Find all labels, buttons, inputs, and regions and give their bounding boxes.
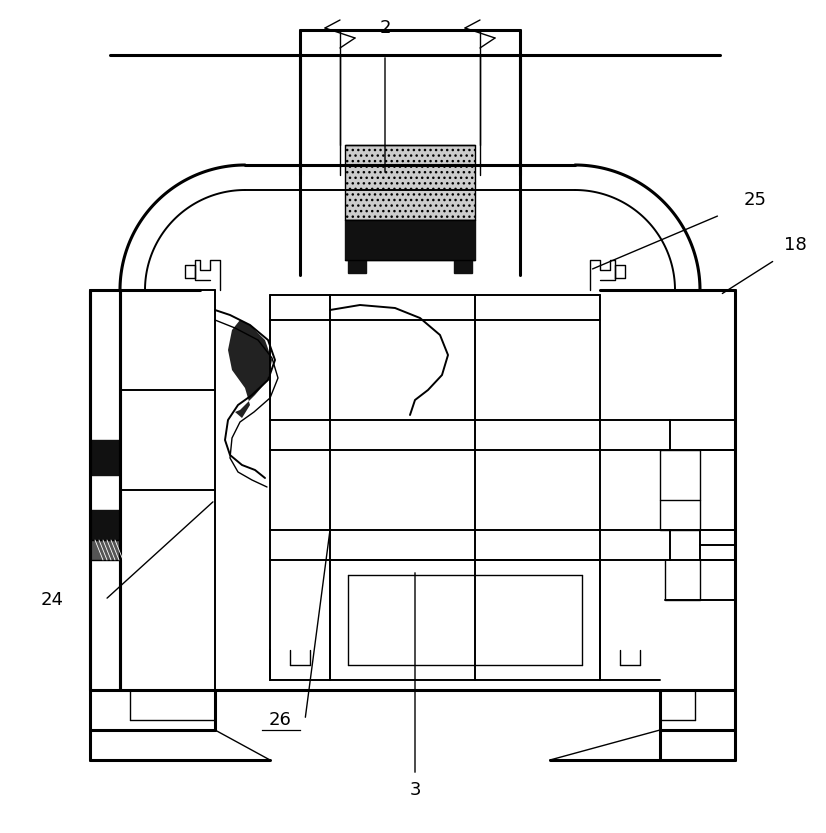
Polygon shape <box>228 320 272 418</box>
Polygon shape <box>90 540 120 560</box>
Bar <box>345 220 475 260</box>
Bar <box>90 510 120 540</box>
Text: 18: 18 <box>784 236 806 254</box>
Text: 3: 3 <box>409 781 420 799</box>
Bar <box>345 145 475 220</box>
Text: 24: 24 <box>40 591 64 609</box>
Text: 25: 25 <box>743 191 767 209</box>
Bar <box>90 440 120 475</box>
Text: 2: 2 <box>379 19 391 37</box>
Bar <box>454 255 472 273</box>
Bar <box>348 255 366 273</box>
Text: 26: 26 <box>268 711 292 729</box>
